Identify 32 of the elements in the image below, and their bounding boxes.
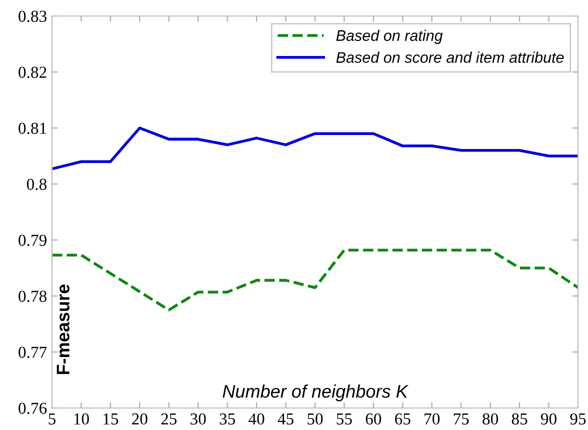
legend-label: Based on score and item attribute	[336, 52, 564, 63]
x-tick-label: 15	[104, 413, 118, 425]
x-tick-label: 5	[48, 414, 56, 425]
y-tick-label: 0.8	[26, 178, 47, 190]
line-series	[52, 126, 578, 170]
y-tick-label: 0.83	[18, 10, 46, 22]
x-tick-label: 20	[132, 413, 148, 425]
x-tick-label: 45	[278, 413, 294, 425]
x-tick-label: 90	[540, 413, 556, 425]
y-tick-label: 0.81	[18, 122, 46, 134]
y-tick-label: 0.82	[18, 66, 46, 78]
x-tick-label: 95	[570, 413, 586, 425]
x-tick-label: 35	[220, 413, 236, 425]
y-tick-label: 0.77	[18, 346, 47, 358]
x-tick-label: 65	[395, 413, 410, 425]
legend-label: Based on rating	[336, 30, 443, 44]
x-tick-label: 80	[482, 413, 498, 425]
x-tick-label: 25	[161, 413, 177, 425]
x-tick-label: 70	[424, 413, 440, 425]
x-tick-label: 40	[248, 413, 264, 425]
x-tick-label: 85	[512, 413, 528, 425]
y-tick-label: 0.76	[18, 402, 47, 414]
y-tick-label: 0.79	[18, 234, 46, 246]
x-axis-title: Number of neighbors K	[222, 384, 408, 402]
x-tick-label: 55	[336, 414, 352, 425]
y-tick-label: 0.78	[18, 290, 47, 302]
y-axis-title: F-measure	[56, 284, 70, 374]
x-tick-label: 75	[454, 414, 469, 425]
x-tick-label: 60	[366, 413, 382, 425]
x-tick-label: 10	[74, 413, 89, 425]
x-tick-label: 50	[308, 413, 323, 425]
x-tick-label: 30	[190, 413, 206, 425]
